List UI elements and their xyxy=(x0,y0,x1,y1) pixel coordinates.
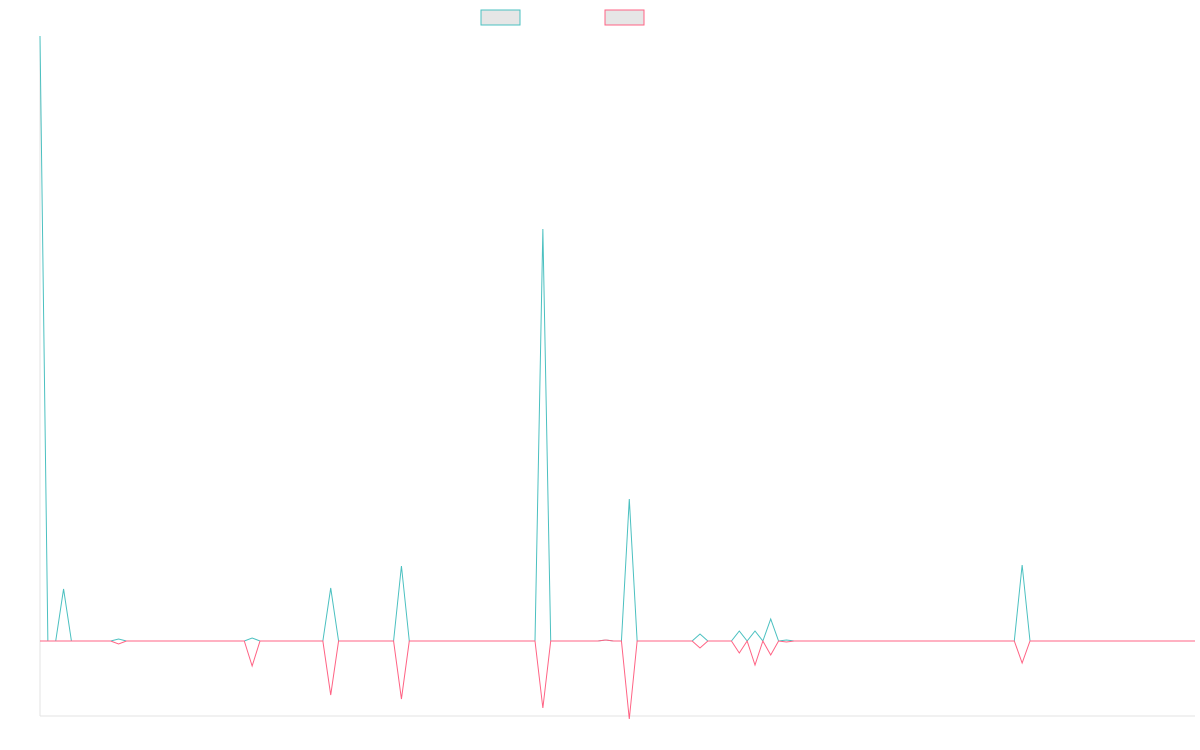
series-layer xyxy=(39,35,1195,720)
legend-item-1[interactable] xyxy=(480,9,521,26)
legend xyxy=(480,9,645,26)
legend-swatch xyxy=(480,9,521,26)
series-line-1 xyxy=(39,35,1195,643)
series-line-2 xyxy=(40,639,1195,720)
legend-swatch xyxy=(604,9,645,26)
axes xyxy=(39,36,1195,717)
legend-item-2[interactable] xyxy=(604,9,645,26)
